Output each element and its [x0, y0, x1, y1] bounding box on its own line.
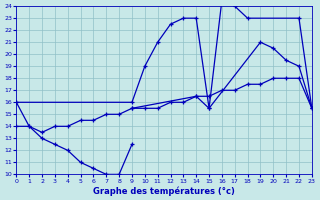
X-axis label: Graphe des températures (°c): Graphe des températures (°c) [93, 186, 235, 196]
